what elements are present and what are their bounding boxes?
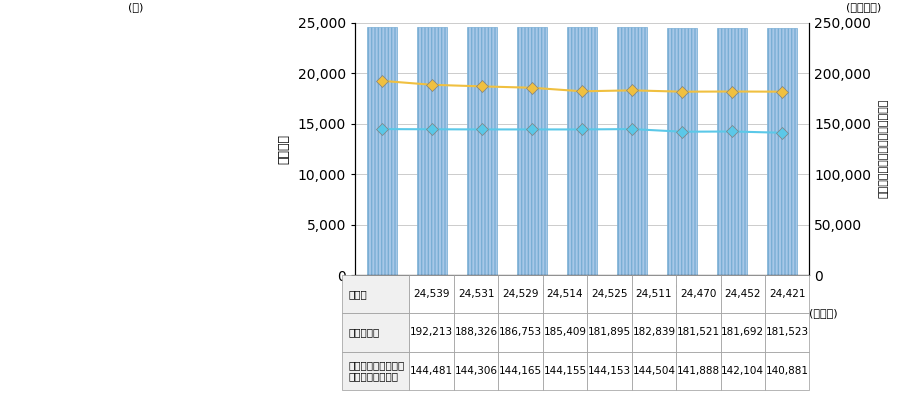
Text: (年度末): (年度末) [809, 308, 838, 318]
Bar [717, 28, 747, 275]
Bar [467, 27, 497, 275]
Y-axis label: 郵便局数: 郵便局数 [278, 134, 291, 164]
Bar [567, 27, 597, 275]
Bar [417, 27, 447, 275]
Bar [518, 28, 548, 275]
Y-axis label: 郵便ポスト・郵便切手類販売所等: 郵便ポスト・郵便切手類販売所等 [878, 99, 889, 199]
Bar [367, 27, 397, 275]
Bar [767, 28, 797, 275]
Text: (本・か所): (本・か所) [846, 2, 881, 12]
Text: (局): (局) [128, 2, 143, 12]
Bar [667, 28, 697, 275]
Bar [617, 28, 647, 275]
